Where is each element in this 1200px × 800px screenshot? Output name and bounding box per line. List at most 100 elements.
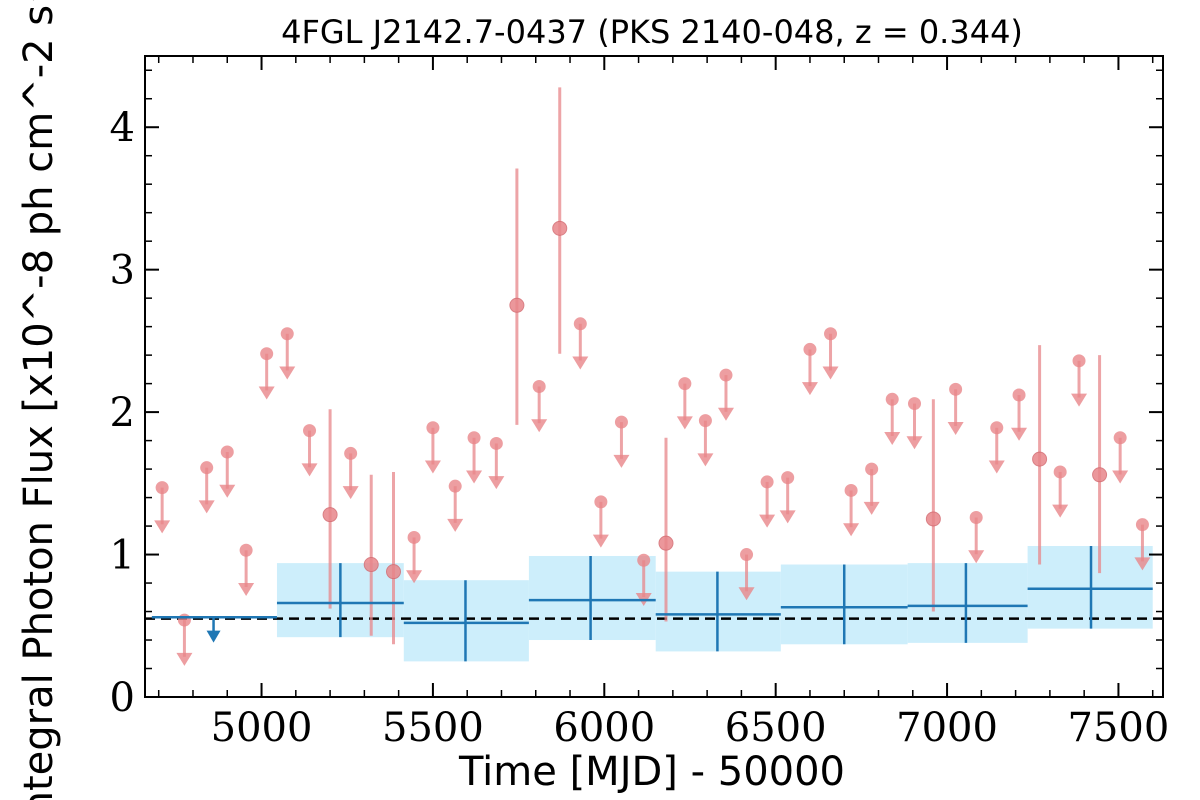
coarse-bin-band xyxy=(528,555,656,641)
upper-limit-point xyxy=(990,421,1004,435)
upper-limit-point xyxy=(844,483,858,497)
upper-limit-arrow xyxy=(279,366,296,380)
x-tick-label: 6000 xyxy=(553,705,655,751)
upper-limit-point xyxy=(740,548,754,562)
upper-limit-arrow xyxy=(988,460,1005,474)
upper-limit-point xyxy=(573,317,587,331)
upper-limit-point xyxy=(678,377,692,391)
upper-limit-point xyxy=(448,479,462,493)
chart-title: 4FGL J2142.7-0437 (PKS 2140-048, z = 0.3… xyxy=(281,13,1023,51)
upper-limit-arrow xyxy=(906,436,923,450)
upper-limit-point xyxy=(220,445,234,459)
upper-limit-arrow xyxy=(342,486,359,500)
y-tick-label: 4 xyxy=(110,105,135,151)
upper-limit-arrow xyxy=(1112,470,1129,484)
upper-limit-point xyxy=(239,543,253,557)
upper-limit-point xyxy=(532,379,546,393)
upper-limit-arrow xyxy=(424,460,441,474)
x-tick-label: 5500 xyxy=(382,705,484,751)
upper-limit-point xyxy=(781,471,795,485)
upper-limit-arrow xyxy=(947,422,964,436)
upper-limit-arrow xyxy=(219,484,236,498)
coarse-upper-limit-arrow xyxy=(206,630,221,643)
upper-limit-point xyxy=(949,382,963,396)
coarse-bin-band xyxy=(907,563,1028,643)
upper-limit-arrow xyxy=(1052,504,1069,518)
upper-limit-arrow xyxy=(1134,557,1151,571)
y-tick-label: 3 xyxy=(110,248,135,294)
upper-limit-arrow xyxy=(238,583,255,597)
upper-limit-point xyxy=(803,342,817,356)
upper-limit-point xyxy=(698,414,712,428)
upper-limit-point xyxy=(407,530,421,544)
y-tick-label: 0 xyxy=(110,675,135,721)
upper-limit-arrow xyxy=(968,550,985,564)
upper-limit-arrow xyxy=(779,510,796,524)
upper-limit-point xyxy=(1012,388,1026,402)
upper-limit-point xyxy=(907,397,921,411)
upper-limit-arrow xyxy=(884,432,901,446)
x-tick-label: 6500 xyxy=(725,705,827,751)
y-tick-label: 2 xyxy=(110,390,135,436)
fine-bin-point xyxy=(322,507,338,523)
upper-limit-point xyxy=(155,481,169,495)
upper-limit-arrow xyxy=(531,419,548,433)
upper-limit-point xyxy=(1135,518,1149,532)
upper-limit-point xyxy=(344,446,358,460)
upper-limit-point xyxy=(885,392,899,406)
upper-limit-arrow xyxy=(822,366,839,380)
fine-bin-point xyxy=(658,535,674,551)
upper-limit-point xyxy=(200,461,214,475)
upper-limit-arrow xyxy=(863,501,880,515)
axes: 5000 5500 6000 6500 7000 7500 0 1 2 3 4 xyxy=(110,55,1170,751)
y-axis-label: Integral Photon Flux [x10^-8 ph cm^-2 s^… xyxy=(16,0,62,800)
upper-limit-arrow xyxy=(466,470,483,484)
fine-bin-point xyxy=(925,511,941,527)
x-tick-label: 7000 xyxy=(896,705,998,751)
plot-frame xyxy=(144,55,1164,698)
upper-limit-point xyxy=(594,495,608,509)
upper-limit-arrow xyxy=(301,463,318,477)
upper-limit-point xyxy=(489,436,503,450)
upper-limit-arrow xyxy=(447,518,464,532)
y-tick-label: 1 xyxy=(110,533,135,579)
upper-limit-arrow xyxy=(697,453,714,467)
upper-limit-point xyxy=(1072,354,1086,368)
upper-limit-arrow xyxy=(258,386,275,400)
upper-limit-arrow xyxy=(406,570,423,584)
upper-limit-point xyxy=(760,475,774,489)
upper-limit-point xyxy=(260,347,274,361)
upper-limit-arrow xyxy=(176,652,193,666)
plot-area xyxy=(145,87,1163,666)
upper-limit-arrow xyxy=(198,500,215,514)
upper-limit-point xyxy=(614,415,628,429)
upper-limit-point xyxy=(426,421,440,435)
x-axis-label: Time [MJD] - 50000 xyxy=(458,749,845,795)
fine-bin-point xyxy=(509,297,525,313)
fine-bin-point xyxy=(1032,451,1048,467)
upper-limit-arrow xyxy=(592,534,609,548)
x-tick-label: 7500 xyxy=(1068,705,1170,751)
fine-bin-point xyxy=(1092,467,1108,483)
upper-limit-point xyxy=(637,553,651,567)
upper-limit-arrow xyxy=(1011,427,1028,441)
upper-limit-arrow xyxy=(843,523,860,537)
upper-limit-point xyxy=(1113,431,1127,445)
upper-limit-arrow xyxy=(738,587,755,601)
fine-bin-point xyxy=(363,557,379,573)
upper-limit-arrow xyxy=(488,476,505,490)
upper-limit-arrow xyxy=(717,407,734,421)
upper-limit-point xyxy=(467,431,481,445)
upper-limit-arrow xyxy=(801,382,818,396)
fine-bin-point xyxy=(552,220,568,236)
upper-limit-arrow xyxy=(676,416,693,430)
upper-limit-point xyxy=(177,613,191,627)
upper-limit-point xyxy=(824,327,838,341)
upper-limit-point xyxy=(1053,465,1067,479)
upper-limit-point xyxy=(280,327,294,341)
x-tick-label: 5000 xyxy=(211,705,313,751)
upper-limit-arrow xyxy=(154,520,171,534)
upper-limit-point xyxy=(865,462,879,476)
upper-limit-point xyxy=(719,368,733,382)
